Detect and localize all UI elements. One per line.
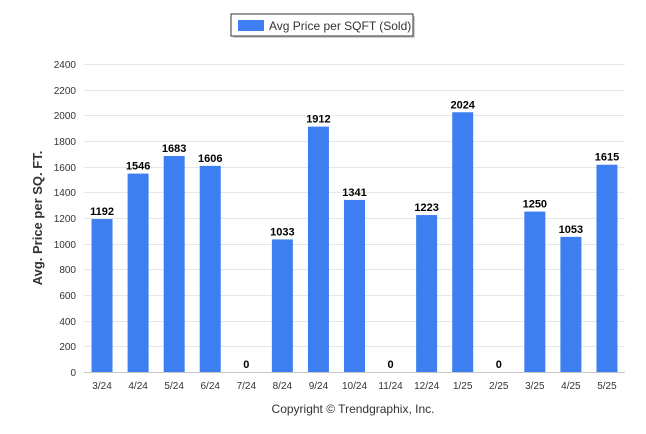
bar bbox=[344, 199, 365, 372]
y-tick-label: 1400 bbox=[54, 188, 77, 199]
x-tick-label: 9/24 bbox=[309, 381, 329, 392]
y-tick-label: 2000 bbox=[54, 111, 77, 122]
x-tick-label: 5/24 bbox=[164, 381, 184, 392]
y-tick-label: 200 bbox=[59, 342, 76, 353]
x-tick-label: 10/24 bbox=[342, 381, 367, 392]
bar bbox=[307, 126, 329, 372]
bar bbox=[271, 239, 293, 372]
bar bbox=[416, 215, 438, 372]
bar bbox=[163, 156, 185, 372]
y-tick-label: 600 bbox=[59, 291, 76, 302]
y-axis-tick-labels: 0 200 400 600 800 1000 1200 1400 1600 1800 2000 220… bbox=[54, 60, 77, 379]
bar bbox=[199, 165, 221, 372]
bar bbox=[560, 236, 582, 372]
data-label: 0 bbox=[243, 359, 249, 371]
y-tick-label: 1800 bbox=[54, 137, 77, 148]
data-label: 1341 bbox=[342, 187, 366, 199]
x-tick-label: 7/24 bbox=[237, 381, 257, 392]
x-axis-tick-labels: 3/24 4/24 5/24 6/24 7/24 8/24 9/24 10/24 11/24 12… bbox=[92, 381, 617, 392]
x-tick-label: 6/24 bbox=[200, 381, 220, 392]
x-tick-label: 4/25 bbox=[561, 381, 581, 392]
y-tick-label: 2200 bbox=[54, 86, 77, 97]
y-axis-title: Avg. Price per SQ. FT. bbox=[30, 151, 45, 286]
y-tick-label: 1000 bbox=[54, 240, 77, 251]
x-tick-label: 12/24 bbox=[414, 381, 439, 392]
copyright-text: Copyright © Trendgraphix, Inc. bbox=[272, 402, 435, 416]
data-label: 1683 bbox=[162, 143, 186, 155]
bar bbox=[91, 219, 113, 372]
y-tick-label: 800 bbox=[59, 265, 76, 276]
bar bbox=[524, 211, 546, 372]
data-label: 1033 bbox=[270, 226, 294, 238]
bars bbox=[91, 112, 618, 373]
data-label: 1250 bbox=[523, 199, 547, 211]
y-tick-label: 2400 bbox=[54, 60, 77, 71]
legend-box bbox=[230, 13, 414, 37]
data-label: 2024 bbox=[450, 99, 475, 111]
y-tick-label: 1600 bbox=[54, 163, 77, 174]
data-label: 1546 bbox=[126, 161, 150, 173]
x-tick-label: 8/24 bbox=[273, 381, 293, 392]
x-tick-label: 5/25 bbox=[597, 381, 617, 392]
legend: Avg Price per SQFT (Sold) bbox=[230, 13, 415, 38]
x-tick-label: 3/25 bbox=[525, 381, 545, 392]
bar bbox=[596, 164, 618, 372]
data-label: 1615 bbox=[595, 152, 619, 164]
x-tick-label: 2/25 bbox=[489, 381, 509, 392]
y-tick-label: 400 bbox=[59, 317, 76, 328]
x-tick-label: 1/25 bbox=[453, 381, 473, 392]
x-tick-label: 3/24 bbox=[92, 381, 112, 392]
data-labels: 1192 1546 1683 1606 0 1033 1912 1341 0 1223 2024 0 1… bbox=[90, 99, 619, 371]
legend-label: Avg Price per SQFT (Sold) bbox=[269, 19, 411, 33]
data-label: 1606 bbox=[198, 153, 222, 165]
bar bbox=[127, 173, 149, 372]
y-tick-label: 1200 bbox=[54, 214, 77, 225]
bar bbox=[452, 112, 474, 373]
data-label: 1192 bbox=[90, 206, 114, 218]
y-tick-label: 0 bbox=[70, 368, 76, 379]
data-label: 1223 bbox=[414, 202, 438, 214]
x-tick-label: 11/24 bbox=[378, 381, 403, 392]
x-tick-label: 4/24 bbox=[128, 381, 148, 392]
data-label: 1912 bbox=[306, 114, 330, 126]
data-label: 1053 bbox=[559, 224, 583, 236]
legend-swatch bbox=[238, 20, 264, 31]
data-label: 0 bbox=[496, 359, 502, 371]
data-label: 0 bbox=[388, 359, 394, 371]
